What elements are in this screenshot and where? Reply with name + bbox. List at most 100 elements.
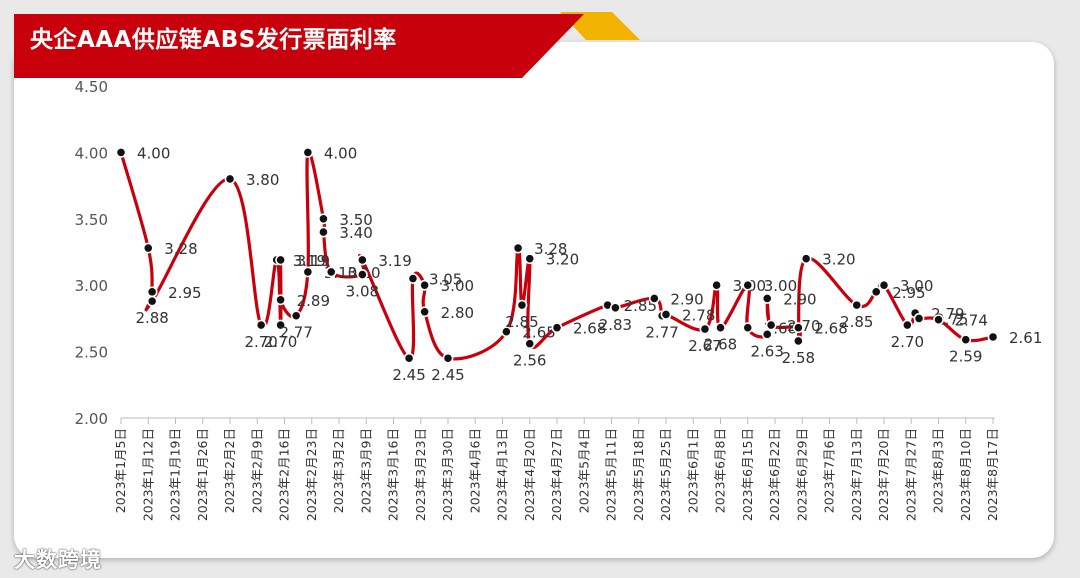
- x-tick-label: 2023年7月20日: [876, 428, 891, 521]
- data-label: 2.70: [244, 333, 277, 351]
- y-tick-label: 2.50: [75, 344, 108, 362]
- x-tick-label: 2023年5月4日: [576, 428, 591, 513]
- title-background: [14, 14, 584, 78]
- data-label: 2.78: [682, 306, 715, 324]
- data-label: 2.58: [782, 349, 815, 367]
- data-label: 2.90: [783, 290, 816, 308]
- data-label: 3.00: [900, 277, 933, 295]
- x-tick-label: 2023年6月8日: [713, 428, 728, 513]
- x-tick-label: 2023年4月27日: [549, 428, 564, 521]
- x-tick-label: 2023年6月15日: [740, 428, 755, 521]
- data-label: 2.68: [704, 336, 737, 354]
- data-point: [146, 295, 158, 307]
- data-label: 2.77: [279, 324, 312, 342]
- data-label: 4.00: [324, 144, 357, 162]
- data-label: 2.85: [624, 297, 657, 315]
- data-label: 3.28: [164, 240, 197, 258]
- data-point: [302, 146, 314, 158]
- data-point: [524, 253, 536, 265]
- data-label: 2.95: [892, 284, 925, 302]
- data-point: [800, 253, 812, 265]
- data-point: [115, 146, 127, 158]
- x-tick-label: 2023年8月17日: [985, 428, 1000, 521]
- data-label: 2.68: [573, 320, 606, 338]
- data-label: 3.05: [429, 271, 462, 289]
- data-label: 2.75: [935, 310, 968, 328]
- data-label: 3.19: [293, 252, 326, 270]
- data-point: [325, 266, 337, 278]
- title-accent-stripe: [560, 12, 640, 40]
- data-label: 2.70: [891, 333, 924, 351]
- data-label: 3.19: [378, 252, 411, 270]
- data-point: [275, 294, 287, 306]
- y-tick-label: 3.50: [75, 211, 108, 229]
- data-point: [255, 319, 267, 331]
- x-tick-label: 2023年1月19日: [168, 428, 183, 521]
- data-label: 3.50: [339, 211, 372, 229]
- data-point: [870, 286, 882, 298]
- y-tick-label: 3.00: [75, 277, 108, 295]
- x-tick-label: 2023年5月18日: [631, 428, 646, 521]
- data-label: 2.61: [1009, 329, 1042, 347]
- data-point: [224, 173, 236, 185]
- x-tick-label: 2023年2月16日: [277, 428, 292, 521]
- data-label: 2.85: [840, 313, 873, 331]
- data-point: [715, 322, 726, 334]
- x-tick-label: 2023年7月6日: [822, 428, 837, 513]
- data-label: 3.20: [822, 251, 855, 269]
- x-tick-label: 2023年2月23日: [304, 428, 319, 521]
- data-point: [711, 279, 723, 291]
- x-tick-label: 2023年3月2日: [331, 428, 346, 513]
- data-point: [765, 319, 777, 331]
- data-label: 3.00: [764, 277, 797, 295]
- x-tick-label: 2023年6月29日: [794, 428, 809, 521]
- x-tick-label: 2023年4月6日: [467, 428, 482, 513]
- x-tick-label: 2023年3月23日: [413, 428, 428, 521]
- data-point: [987, 331, 999, 343]
- data-point: [933, 314, 944, 326]
- data-label: 2.74: [955, 312, 988, 330]
- watermark-text: 大数跨境: [14, 548, 102, 572]
- data-label: 2.80: [441, 304, 474, 322]
- title-banner: [14, 12, 640, 78]
- data-point: [524, 338, 536, 350]
- data-point: [761, 293, 773, 304]
- x-tick-label: 2023年2月9日: [249, 428, 264, 513]
- x-tick-label: 2023年2月2日: [222, 428, 237, 513]
- data-label: 2.67: [688, 337, 721, 355]
- data-point: [742, 322, 754, 334]
- x-tick-label: 2023年7月13日: [849, 428, 864, 521]
- data-label: 3.28: [534, 240, 567, 258]
- x-tick-label: 2023年6月22日: [767, 428, 782, 521]
- data-point: [761, 328, 773, 340]
- x-tick-label: 2023年8月3日: [931, 428, 946, 513]
- data-point: [609, 302, 621, 314]
- data-label: 3.20: [546, 251, 579, 269]
- data-label: 3.00: [441, 277, 474, 295]
- data-label: 2.56: [513, 352, 546, 370]
- x-tick-label: 2023年7月27日: [903, 428, 918, 521]
- x-tick-label: 2023年1月12日: [140, 428, 155, 521]
- data-point: [318, 213, 329, 225]
- data-label: 3.80: [246, 171, 279, 189]
- data-point: [851, 299, 863, 311]
- data-label: 3.08: [346, 283, 379, 301]
- data-point: [275, 254, 287, 266]
- data-point: [913, 312, 925, 324]
- data-label: 2.68: [814, 320, 847, 338]
- data-label: 2.83: [599, 316, 632, 334]
- x-tick-label: 2023年3月9日: [358, 428, 373, 513]
- data-label: 2.65: [522, 324, 555, 342]
- data-label: 3.19: [297, 252, 330, 270]
- x-tick-label: 2023年4月13日: [495, 428, 510, 521]
- chart-card: [14, 42, 1054, 558]
- data-point: [742, 279, 754, 291]
- y-tick-label: 4.00: [75, 144, 108, 162]
- x-tick-label: 2023年5月25日: [658, 428, 673, 521]
- data-label: 2.45: [431, 366, 464, 384]
- data-label: 2.59: [949, 348, 982, 366]
- data-label: 2.70: [264, 333, 297, 351]
- data-label: 2.63: [751, 342, 784, 360]
- data-point: [792, 322, 804, 334]
